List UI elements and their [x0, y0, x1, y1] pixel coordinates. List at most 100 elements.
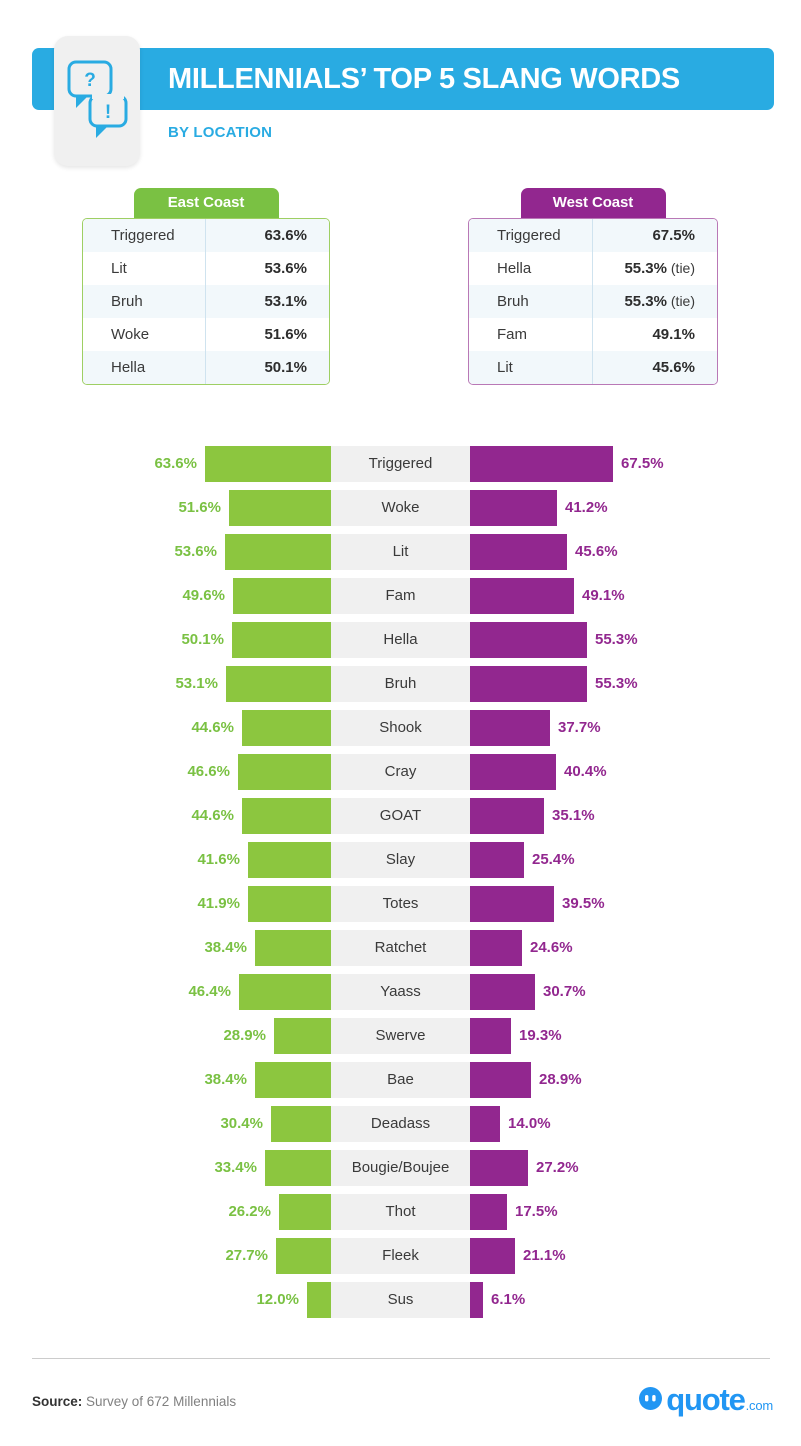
slang-word-label: Shook: [331, 710, 470, 746]
table-cell-value: 55.3% (tie): [624, 293, 695, 310]
table-cell-value: 55.3% (tie): [624, 260, 695, 277]
east-coast-value-label: 63.6%: [154, 455, 197, 472]
page-title: MILLENNIALS’ TOP 5 SLANG WORDS: [168, 63, 680, 95]
west-coast-bar: [470, 1018, 511, 1054]
header-icon-card: ? !: [54, 36, 140, 166]
table-row: Bruh 53.1%: [83, 285, 329, 318]
table-cell-value: 51.6%: [264, 326, 307, 343]
table-row: Woke 51.6%: [83, 318, 329, 351]
quote-com-logo[interactable]: quote .com: [637, 1384, 773, 1415]
slang-word-label: Bruh: [331, 666, 470, 702]
east-coast-value-label: 30.4%: [220, 1115, 263, 1132]
bar-row: 46.4% Yaass 30.7%: [0, 974, 801, 1010]
slang-word-label: Fam: [331, 578, 470, 614]
east-coast-value-label: 41.6%: [197, 851, 240, 868]
bar-row: 38.4% Ratchet 24.6%: [0, 930, 801, 966]
west-coast-value-label: 45.6%: [575, 543, 618, 560]
east-coast-bar: [271, 1106, 331, 1142]
west-coast-bar: [470, 446, 613, 482]
west-coast-bar: [470, 1194, 507, 1230]
east-coast-value-label: 26.2%: [228, 1203, 271, 1220]
west-coast-bar: [470, 490, 557, 526]
logo-tld: .com: [745, 1398, 774, 1413]
west-coast-value-label: 30.7%: [543, 983, 586, 1000]
west-coast-bar: [470, 1282, 483, 1318]
west-coast-table-body: Triggered 67.5% Hella 55.3% (tie) Bruh 5…: [468, 218, 718, 385]
west-coast-bar: [470, 798, 544, 834]
east-coast-value-label: 44.6%: [191, 719, 234, 736]
slang-word-label: Deadass: [331, 1106, 470, 1142]
table-cell-value: 53.6%: [264, 260, 307, 277]
east-coast-bar: [248, 842, 331, 878]
page-subtitle: BY LOCATION: [168, 124, 273, 141]
svg-text:?: ?: [84, 70, 96, 91]
quote-bubble-logo-icon: [639, 1387, 663, 1410]
east-coast-bar: [232, 622, 331, 658]
west-coast-value-label: 14.0%: [508, 1115, 551, 1132]
west-coast-value-label: 24.6%: [530, 939, 573, 956]
east-coast-table-title: East Coast: [133, 188, 279, 218]
bar-row: 63.6% Triggered 67.5%: [0, 446, 801, 482]
bar-row: 38.4% Bae 28.9%: [0, 1062, 801, 1098]
table-cell-word: Hella: [83, 351, 206, 384]
bar-row: 46.6% Cray 40.4%: [0, 754, 801, 790]
table-cell-word: Hella: [469, 252, 593, 285]
east-coast-value-label: 33.4%: [214, 1159, 257, 1176]
west-coast-bar: [470, 1238, 515, 1274]
west-coast-value-label: 41.2%: [565, 499, 608, 516]
west-coast-value-label: 28.9%: [539, 1071, 582, 1088]
east-coast-bar: [233, 578, 331, 614]
west-coast-bar: [470, 578, 574, 614]
east-coast-bar: [225, 534, 331, 570]
bar-row: 28.9% Swerve 19.3%: [0, 1018, 801, 1054]
source-label: Source:: [32, 1394, 83, 1409]
west-coast-value-label: 25.4%: [532, 851, 575, 868]
slang-word-label: Ratchet: [331, 930, 470, 966]
east-coast-table: East Coast Triggered 63.6% Lit 53.6% Bru…: [82, 188, 330, 385]
table-cell-word: Triggered: [469, 219, 593, 252]
table-cell-word: Triggered: [83, 219, 206, 252]
west-coast-value-label: 35.1%: [552, 807, 595, 824]
bar-row: 12.0% Sus 6.1%: [0, 1282, 801, 1318]
slang-word-label: Lit: [331, 534, 470, 570]
west-coast-bar: [470, 622, 587, 658]
table-row: Triggered 67.5%: [469, 219, 717, 252]
logo-wordmark: quote: [666, 1382, 746, 1417]
table-cell-word: Bruh: [469, 285, 593, 318]
east-coast-value-label: 50.1%: [181, 631, 224, 648]
bar-row: 44.6% Shook 37.7%: [0, 710, 801, 746]
bar-row: 41.9% Totes 39.5%: [0, 886, 801, 922]
table-cell-word: Bruh: [83, 285, 206, 318]
west-coast-table: West Coast Triggered 67.5% Hella 55.3% (…: [468, 188, 718, 385]
east-coast-bar: [307, 1282, 331, 1318]
table-row: Hella 55.3% (tie): [469, 252, 717, 285]
bar-row: 53.1% Bruh 55.3%: [0, 666, 801, 702]
table-cell-word: Woke: [83, 318, 206, 351]
east-coast-bar: [242, 710, 331, 746]
west-coast-value-label: 40.4%: [564, 763, 607, 780]
slang-word-label: Thot: [331, 1194, 470, 1230]
bar-row: 44.6% GOAT 35.1%: [0, 798, 801, 834]
bar-row: 41.6% Slay 25.4%: [0, 842, 801, 878]
east-coast-bar: [226, 666, 331, 702]
east-coast-value-label: 44.6%: [191, 807, 234, 824]
slang-word-label: GOAT: [331, 798, 470, 834]
west-coast-value-label: 55.3%: [595, 631, 638, 648]
table-cell-value: 49.1%: [652, 326, 695, 343]
east-coast-value-label: 46.6%: [187, 763, 230, 780]
east-coast-bar: [229, 490, 331, 526]
east-coast-bar: [248, 886, 331, 922]
slang-word-label: Yaass: [331, 974, 470, 1010]
table-row: Lit 53.6%: [83, 252, 329, 285]
table-cell-value: 50.1%: [264, 359, 307, 376]
bar-row: 27.7% Fleek 21.1%: [0, 1238, 801, 1274]
east-coast-bar: [274, 1018, 331, 1054]
header-banner: [32, 48, 774, 110]
west-coast-bar: [470, 930, 522, 966]
east-coast-value-label: 12.0%: [256, 1291, 299, 1308]
table-cell-value: 67.5%: [652, 227, 695, 244]
east-coast-bar: [242, 798, 331, 834]
slang-word-label: Woke: [331, 490, 470, 526]
east-coast-value-label: 27.7%: [225, 1247, 268, 1264]
west-coast-table-title: West Coast: [520, 188, 666, 218]
